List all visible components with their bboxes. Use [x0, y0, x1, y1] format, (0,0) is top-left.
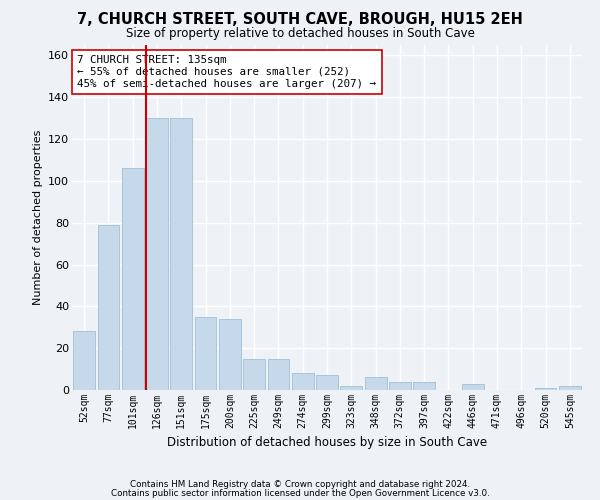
Bar — [462, 384, 484, 390]
Bar — [219, 319, 241, 390]
Bar — [73, 332, 95, 390]
Bar — [146, 118, 168, 390]
Bar — [340, 386, 362, 390]
Bar — [389, 382, 411, 390]
Bar — [559, 386, 581, 390]
Bar — [292, 374, 314, 390]
Y-axis label: Number of detached properties: Number of detached properties — [32, 130, 43, 305]
Bar — [413, 382, 435, 390]
Text: Contains public sector information licensed under the Open Government Licence v3: Contains public sector information licen… — [110, 488, 490, 498]
Bar — [194, 317, 217, 390]
X-axis label: Distribution of detached houses by size in South Cave: Distribution of detached houses by size … — [167, 436, 487, 450]
Bar — [97, 225, 119, 390]
Text: Size of property relative to detached houses in South Cave: Size of property relative to detached ho… — [125, 28, 475, 40]
Bar — [268, 358, 289, 390]
Bar — [243, 358, 265, 390]
Bar — [535, 388, 556, 390]
Bar — [170, 118, 192, 390]
Bar — [365, 378, 386, 390]
Text: 7, CHURCH STREET, SOUTH CAVE, BROUGH, HU15 2EH: 7, CHURCH STREET, SOUTH CAVE, BROUGH, HU… — [77, 12, 523, 28]
Text: 7 CHURCH STREET: 135sqm
← 55% of detached houses are smaller (252)
45% of semi-d: 7 CHURCH STREET: 135sqm ← 55% of detache… — [77, 56, 376, 88]
Bar — [122, 168, 143, 390]
Text: Contains HM Land Registry data © Crown copyright and database right 2024.: Contains HM Land Registry data © Crown c… — [130, 480, 470, 489]
Bar — [316, 376, 338, 390]
